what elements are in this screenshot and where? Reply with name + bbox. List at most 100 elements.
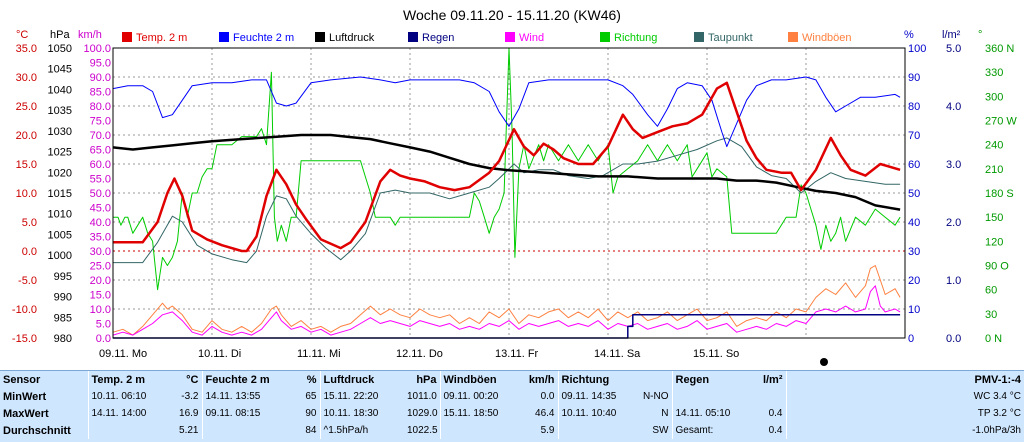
stats-pmv-header: PMV-1:-4 [785,371,1024,388]
temp-tick-label: 20.0 [16,130,37,142]
wind-tick-label: 50.0 [90,188,111,200]
stats-min-label: MinWert [3,390,47,403]
humidity-tick-label: 70 [908,130,920,142]
series-group [112,47,901,339]
stats-temp-header: Temp. 2 m [87,371,166,388]
wind-tick-label: 15.0 [90,290,111,302]
legend-swatch [219,32,229,42]
wind-tick-label: 85.0 [90,87,111,99]
stats-avg-temp-val: 5.21 [179,425,199,436]
stats-max-dir-val: N [661,408,669,419]
stats-max-row: MaxWert 14.11. 14:00 16.9 09.11. 08:15 9… [0,405,1024,422]
pressure-tick-label: 1025 [48,147,72,159]
temp-tick-label: -10.0 [12,304,37,316]
stats-gust-unit: km/h [528,373,555,386]
direction-tick-label: 30 [985,309,997,321]
stats-avg-dir-time [557,422,638,439]
rain-tick-label: 2.0 [946,217,961,229]
legend-swatch [788,32,798,42]
stats-min-dir-val: N-NO [642,391,669,402]
direction-tick-label: 60 [985,285,997,297]
stats-panel: Sensor Temp. 2 m °C Feuchte 2 m % Luftdr… [0,370,1024,442]
pressure-tick-label: 1030 [48,126,72,138]
wind-tick-label: 80.0 [90,101,111,113]
legend: Temp. 2 m Feuchte 2 m Luftdruck Regen Wind Ri… [122,32,852,44]
stats-avg-rain-val: 0.4 [768,425,783,436]
stats-max-temp-val: 16.9 [179,408,199,419]
x-tick-label: 10.11. Di [198,348,241,360]
humidity-tick-label: 80 [908,101,920,113]
temp-axis-unit: °C [16,29,28,41]
wind-tick-label: 10.0 [90,304,111,316]
pressure-tick-label: 1000 [48,250,72,262]
x-tick-label: 11.11. Mi [297,348,341,360]
wind-tick-label: 5.0 [96,319,111,331]
stats-min-press-time: 15.11. 22:20 [319,388,404,405]
wind-tick-label: 95.0 [90,58,111,70]
legend-label: Luftdruck [329,32,375,44]
legend-swatch [315,32,325,42]
legend-label: Feuchte 2 m [233,32,294,44]
chart-title: Woche 09.11.20 - 15.11.20 (KW46) [403,7,621,23]
legend-label: Wind [519,32,544,44]
temp-tick-label: 10.0 [16,188,37,200]
series-dewpoint [113,137,901,264]
stats-avg-row: Durchschnitt 5.21 84 ^1.5hPa/h 1022.5 5.… [0,422,1024,439]
humidity-axis-unit: % [904,29,914,41]
axis-ticks: 35.0 30.0 25.0 20.0 15.0 10.0 5.0 0.0 -5.0 -10.0 -… [12,43,1017,360]
wind-tick-label: 40.0 [90,217,111,229]
stats-max-dir-time: 10.11. 10:40 [557,405,638,422]
rain-tick-label: 3.0 [946,159,961,171]
stats-dir-unit [638,371,672,388]
series-gusts [112,265,901,336]
wind-tick-label: 0.0 [96,333,111,345]
humidity-tick-label: 0 [908,333,914,345]
temp-tick-label: 0.0 [22,246,37,258]
rain-tick-label: 5.0 [946,43,961,55]
humidity-tick-label: 50 [908,188,920,200]
humidity-tick-label: 60 [908,159,920,171]
stats-min-temp-val: -3.2 [181,391,199,402]
direction-tick-label: 180 S [985,188,1014,200]
direction-tick-label: 330 [985,67,1003,79]
pressure-tick-label: 1050 [48,43,72,55]
pressure-tick-label: 995 [54,271,72,283]
legend-label: Windböen [802,32,852,44]
wind-tick-label: 20.0 [90,275,111,287]
humidity-tick-label: 40 [908,217,920,229]
pressure-axis-unit: hPa [50,29,70,41]
x-tick-label: 13.11. Fr [495,348,539,360]
stats-min-rain-time [671,388,756,405]
wind-tick-label: 25.0 [90,261,111,273]
pressure-tick-label: 1015 [48,188,72,200]
wind-tick-label: 30.0 [90,246,111,258]
direction-tick-label: 210 [985,164,1003,176]
stats-max-rain-val: 0.4 [768,408,783,419]
direction-tick-label: 240 [985,140,1003,152]
temp-tick-label: 35.0 [16,43,37,55]
stats-max-hum-time: 09.11. 08:15 [201,405,280,422]
stats-min-hum-time: 14.11. 13:55 [201,388,280,405]
legend-label: Richtung [614,32,657,44]
humidity-tick-label: 30 [908,246,920,258]
rain-axis-unit: l/m² [942,29,961,41]
stats-avg-label: Durchschnitt [3,424,71,437]
wind-tick-label: 90.0 [90,72,111,84]
series-pressure [112,133,901,211]
rain-tick-label: 4.0 [946,101,961,113]
pressure-tick-label: 990 [54,292,72,304]
x-tick-label: 15.11. So [693,348,739,360]
series-temp [113,81,901,253]
stats-min-hum-val: 65 [305,391,317,402]
stats-max-press-val: 1029.0 [407,408,438,419]
direction-tick-label: 0 N [985,333,1002,345]
legend-swatch [408,32,418,42]
pressure-tick-label: 1035 [48,105,72,117]
stats-hum-unit: % [306,373,317,386]
stats-avg-gust-val: 5.9 [540,425,555,436]
stats-max-rain-time: 14.11. 05:10 [671,405,756,422]
current-day-marker [820,358,828,366]
series-wind [112,285,901,336]
stats-max-gust-time: 15.11. 18:50 [439,405,520,422]
rain-tick-label: 1.0 [946,275,961,287]
